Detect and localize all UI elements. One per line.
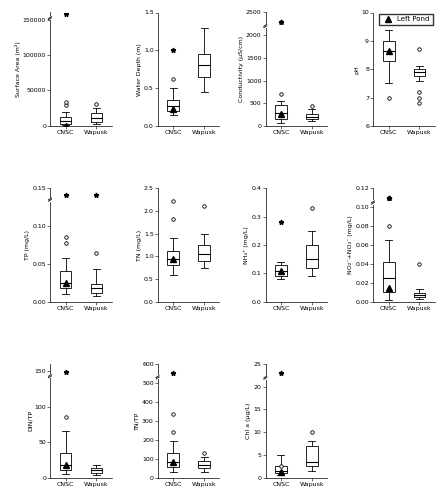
Bar [90,284,102,292]
Bar [167,251,179,264]
Bar [275,466,287,473]
Bar [263,24,270,28]
Bar [275,265,287,276]
Bar [167,100,179,111]
Y-axis label: DIN/TP: DIN/TP [28,410,32,432]
Bar [90,468,102,473]
Bar [383,262,395,292]
Bar [60,452,72,470]
Bar [198,54,210,77]
Bar [155,376,163,380]
Y-axis label: TP (mg/L): TP (mg/L) [25,230,31,260]
Y-axis label: Chl a (µg/L): Chl a (µg/L) [246,402,251,439]
Bar [198,245,210,261]
Y-axis label: TN (mg/L): TN (mg/L) [137,230,142,260]
Y-axis label: Surface Area (m²): Surface Area (m²) [15,42,21,97]
Y-axis label: NH₄⁺ (mg/L): NH₄⁺ (mg/L) [244,226,250,264]
Bar [413,69,425,76]
Bar [167,453,179,467]
Y-axis label: Conductivity (µS/cm): Conductivity (µS/cm) [239,36,244,102]
Bar [47,16,55,20]
Y-axis label: NO₂⁻+NO₃⁻ (mg/L): NO₂⁻+NO₃⁻ (mg/L) [348,216,353,274]
Bar [263,376,270,380]
Bar [60,272,72,288]
Bar [275,105,287,119]
Legend: Left Pond: Left Pond [379,14,433,26]
Bar [47,198,55,202]
Bar [60,116,72,124]
Y-axis label: TN/TP: TN/TP [135,412,140,430]
Bar [198,461,210,468]
Bar [370,200,378,204]
Bar [306,446,318,466]
Bar [90,113,102,122]
Bar [306,114,318,119]
Bar [383,41,395,60]
Y-axis label: Water Depth (m): Water Depth (m) [137,43,142,96]
Bar [306,245,318,268]
Y-axis label: pH: pH [354,65,359,74]
Bar [47,374,55,378]
Bar [413,293,425,297]
